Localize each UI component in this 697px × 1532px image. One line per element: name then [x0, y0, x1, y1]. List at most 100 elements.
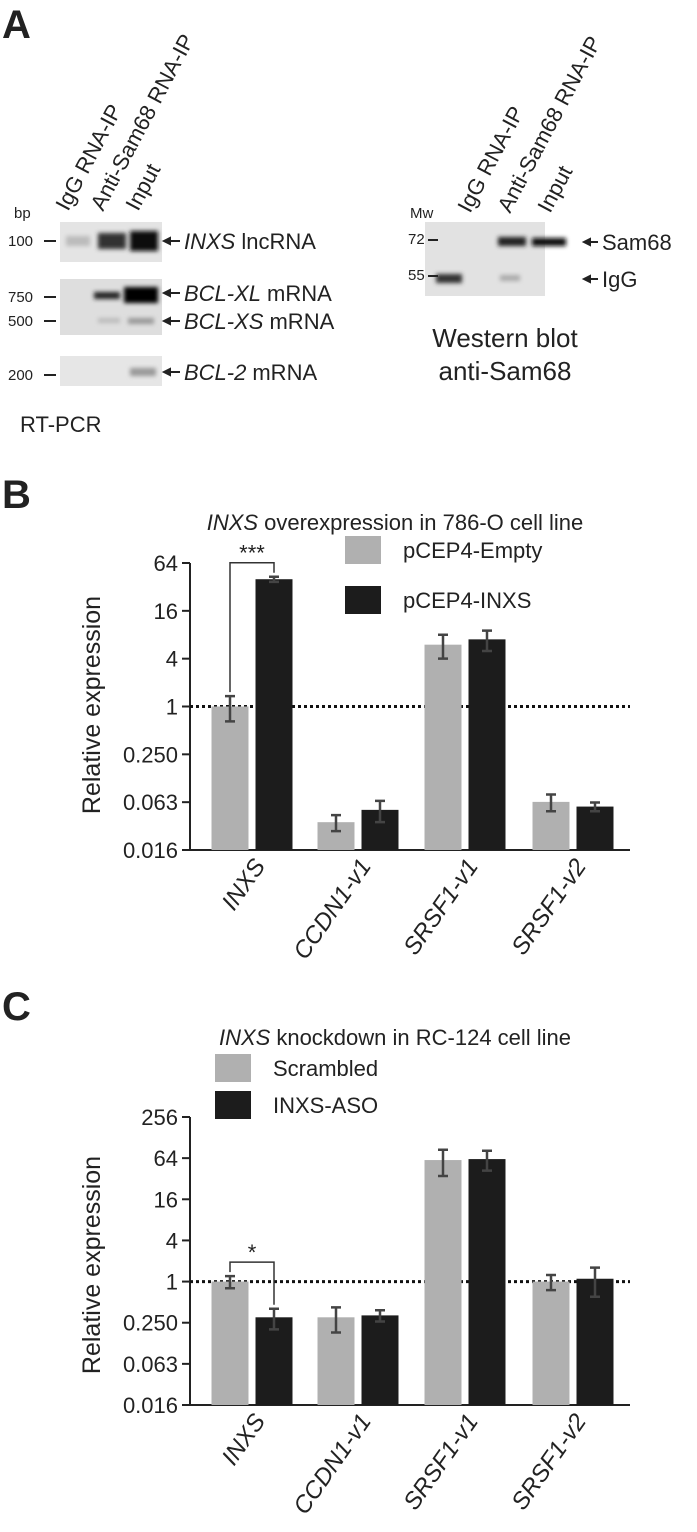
- x-tick-label: INXS: [217, 1409, 271, 1470]
- caption: anti-Sam68: [439, 356, 572, 386]
- y-tick-label: 0.063: [123, 1352, 178, 1377]
- y-tick-label: 1: [166, 695, 178, 720]
- band-label: BCL-2 mRNA: [184, 360, 317, 385]
- panel-label: C: [2, 985, 31, 1029]
- marker-label: 200: [8, 367, 33, 384]
- marker-label: 100: [8, 233, 33, 250]
- chart-title: INXS knockdown in RC-124 cell line: [219, 1025, 571, 1050]
- legend-label: INXS-ASO: [273, 1093, 378, 1118]
- error-bar: [225, 694, 235, 723]
- marker-label: 750: [8, 289, 33, 306]
- x-tick-label: SRSF1-v1: [398, 854, 484, 960]
- y-tick-label: 0.250: [123, 1311, 178, 1336]
- title-text: overexpression in 786-O cell line: [264, 510, 583, 535]
- error-bar: [375, 1309, 385, 1323]
- bar: [255, 579, 293, 850]
- x-tick-label: SRSF1-v1: [398, 1409, 484, 1515]
- y-tick-label: 0.016: [123, 1393, 178, 1418]
- panel-label: B: [2, 473, 31, 517]
- error-bar: [438, 1148, 448, 1178]
- bar: [424, 644, 462, 850]
- marker-label: 55: [408, 267, 425, 284]
- western-blot: IgG RNA-IP Anti-Sam68 RNA-IP Input Mw 72…: [408, 32, 672, 386]
- bar: [361, 1315, 399, 1405]
- title-gene: INXS: [207, 510, 259, 535]
- marker-label: 72: [408, 231, 425, 248]
- x-tick-label: SRSF1-v2: [506, 1409, 592, 1515]
- y-tick-label: 64: [154, 551, 178, 576]
- significance-bracket: [229, 1261, 275, 1305]
- bar: [576, 806, 614, 850]
- error-bar: [546, 1273, 556, 1292]
- bar: [211, 1281, 249, 1405]
- legend-swatch: [215, 1091, 251, 1119]
- legend-label: pCEP4-INXS: [403, 588, 531, 613]
- marker-ticks: [44, 240, 56, 376]
- y-tick-label: 64: [154, 1146, 178, 1171]
- error-bar: [482, 1149, 492, 1172]
- title-gene: INXS: [219, 1025, 271, 1050]
- blot-bands: [436, 237, 566, 283]
- x-tick-label: CCDN1-v1: [288, 854, 377, 965]
- blot-marks: [428, 237, 598, 284]
- caption: RT-PCR: [20, 412, 102, 437]
- y-tick-label: 4: [166, 1228, 178, 1253]
- legend-swatch: [215, 1054, 251, 1082]
- error-bar: [375, 799, 385, 824]
- band-label: BCL-XL mRNA: [184, 281, 332, 306]
- x-tick-label: CCDN1-v1: [288, 1409, 377, 1520]
- error-bar: [225, 1274, 235, 1290]
- significance-label: *: [248, 1240, 257, 1265]
- y-tick-label: 16: [154, 599, 178, 624]
- error-bar: [590, 801, 600, 813]
- bar: [255, 1317, 293, 1405]
- bar: [576, 1278, 614, 1405]
- y-tick-label: 4: [166, 647, 178, 672]
- x-tick-label: INXS: [217, 854, 271, 915]
- significance-bracket: [229, 561, 275, 693]
- bar: [424, 1160, 462, 1405]
- bar: [532, 1281, 570, 1405]
- error-bar: [331, 1306, 341, 1334]
- error-bar: [482, 629, 492, 653]
- band-label: BCL-XS mRNA: [184, 309, 335, 334]
- error-bar: [438, 633, 448, 660]
- gel-bands: [66, 231, 158, 376]
- bar: [468, 1159, 506, 1405]
- y-tick-label: 0.063: [123, 790, 178, 815]
- y-tick-label: 256: [141, 1105, 178, 1130]
- panel-label: A: [2, 3, 31, 47]
- y-tick-label: 0.016: [123, 838, 178, 863]
- chart-title: INXS overexpression in 786-O cell line: [207, 510, 584, 535]
- legend-label: Scrambled: [273, 1056, 378, 1081]
- legend-swatch: [345, 536, 381, 564]
- band-label: IgG: [602, 267, 637, 292]
- size-unit: bp: [14, 205, 31, 222]
- caption: Western blot: [432, 323, 578, 353]
- title-text: knockdown in RC-124 cell line: [276, 1025, 571, 1050]
- bar: [468, 639, 506, 850]
- error-bar: [269, 1307, 279, 1331]
- error-bar: [546, 793, 556, 813]
- rt-pcr-gel: IgG RNA-IP Anti-Sam68 RNA-IP Input bp 10…: [8, 30, 335, 437]
- blot: [425, 222, 545, 296]
- error-bar: [269, 575, 279, 584]
- legend-swatch: [345, 586, 381, 614]
- y-axis-label: Relative expression: [78, 1156, 106, 1374]
- y-tick-label: 1: [166, 1270, 178, 1295]
- error-bar: [331, 813, 341, 833]
- size-unit: Mw: [410, 205, 433, 222]
- band-arrows: [161, 236, 180, 377]
- error-bar: [590, 1266, 600, 1298]
- band-label: INXS lncRNA: [184, 229, 316, 254]
- y-tick-label: 16: [154, 1187, 178, 1212]
- band-label: Sam68: [602, 230, 672, 255]
- bar: [211, 706, 249, 850]
- significance-label: ***: [239, 541, 265, 566]
- marker-label: 500: [8, 313, 33, 330]
- y-tick-label: 0.250: [123, 742, 178, 767]
- x-tick-label: SRSF1-v2: [506, 854, 592, 960]
- legend-label: pCEP4-Empty: [403, 538, 542, 563]
